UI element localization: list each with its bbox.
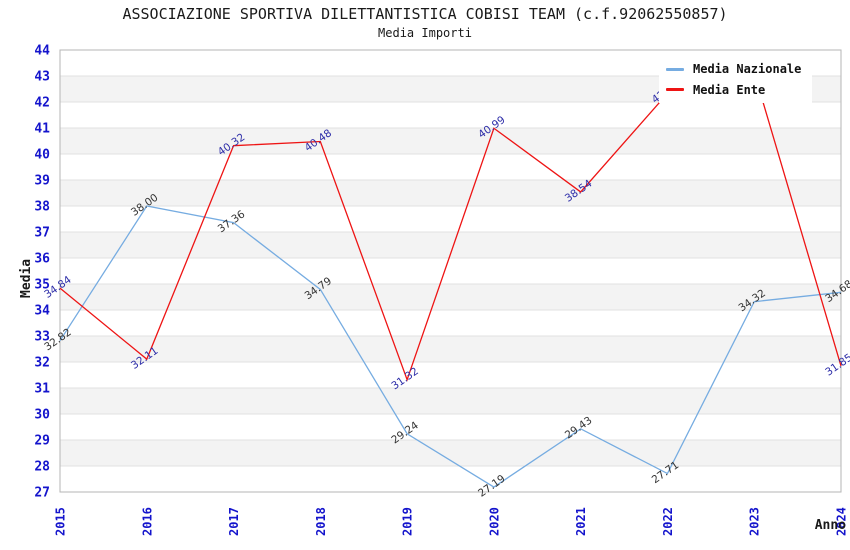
grid-band [60, 466, 841, 492]
grid-band [60, 180, 841, 206]
x-tick-label: 2023 [748, 507, 762, 536]
legend-item-media-ente: Media Ente [659, 83, 812, 97]
x-tick-label: 2022 [661, 507, 675, 536]
y-tick-label: 27 [34, 486, 50, 501]
x-tick-label: 2015 [54, 507, 68, 536]
y-tick-label: 32 [34, 356, 50, 371]
legend-item-media-nazionale: Media Nazionale [659, 62, 812, 76]
legend: Media Nazionale Media Ente [659, 56, 812, 103]
y-tick-label: 29 [34, 434, 50, 449]
x-tick-label: 2019 [401, 507, 415, 536]
y-tick-label: 41 [34, 122, 50, 137]
y-tick-label: 34 [34, 304, 50, 319]
legend-line-red-icon [666, 88, 684, 92]
y-tick-label: 40 [34, 148, 50, 163]
y-tick-label: 36 [34, 252, 50, 267]
grid-band [60, 102, 841, 128]
x-tick-label: 2020 [487, 507, 501, 536]
y-tick-label: 28 [34, 460, 50, 475]
grid-band [60, 310, 841, 336]
grid-band [60, 388, 841, 414]
y-tick-label: 43 [34, 70, 50, 85]
series-line-media-nazionale [59, 205, 842, 488]
grid-band [60, 128, 841, 154]
y-tick-label: 30 [34, 408, 50, 423]
chart-subtitle: Media Importi [378, 26, 472, 40]
x-tick-label: 2016 [140, 507, 154, 536]
grid-band [60, 284, 841, 310]
grid-band [60, 362, 841, 388]
legend-label-media-nazionale: Media Nazionale [693, 62, 802, 77]
chart-title: ASSOCIAZIONE SPORTIVA DILETTANTISTICA CO… [122, 5, 728, 23]
y-tick-label: 35 [34, 278, 50, 293]
y-tick-label: 44 [34, 44, 50, 59]
x-tick-label: 2018 [314, 507, 328, 536]
x-tick-label: 2024 [835, 507, 849, 536]
grid-band [60, 206, 841, 232]
y-tick-label: 31 [34, 382, 50, 397]
x-tick-label: 2017 [227, 507, 241, 536]
grid-band [60, 440, 841, 466]
x-axis-title: Anno [815, 518, 846, 533]
y-tick-label: 33 [34, 330, 50, 345]
y-tick-label: 39 [34, 174, 50, 189]
y-tick-label: 42 [34, 96, 50, 111]
y-axis-title: Media [19, 259, 34, 298]
legend-line-blue-icon [666, 67, 684, 71]
y-tick-label: 37 [34, 226, 50, 241]
grid-band [60, 258, 841, 284]
grid-band [60, 154, 841, 180]
grid-band [60, 414, 841, 440]
y-tick-label: 38 [34, 200, 50, 215]
legend-label-media-ente: Media Ente [693, 82, 766, 97]
grid-band [60, 336, 841, 362]
plot-border [59, 49, 842, 493]
x-tick-label: 2021 [574, 507, 588, 536]
